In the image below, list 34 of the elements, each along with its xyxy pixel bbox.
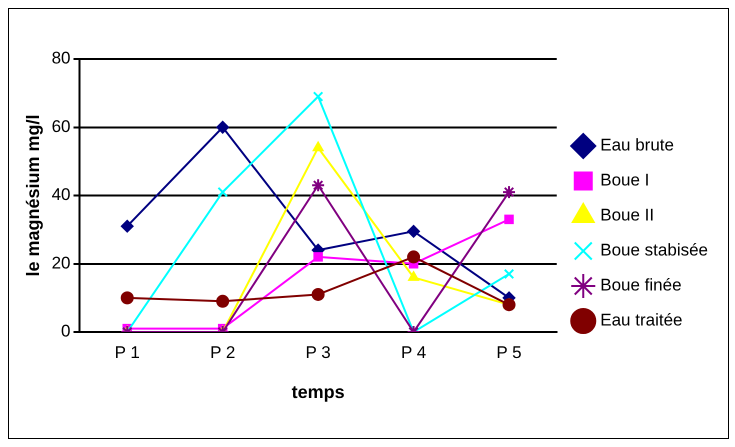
x-tick-label: P 3: [306, 342, 331, 362]
x-axis-title: temps: [292, 382, 345, 402]
y-tick-label: 40: [52, 185, 71, 204]
legend-label: Boue I: [600, 170, 650, 190]
point: [216, 120, 230, 134]
point: [502, 185, 516, 200]
point: [216, 294, 230, 308]
legend-label: Boue II: [600, 206, 654, 225]
x-tick-label: P 4: [400, 342, 426, 362]
legend-label: Eau brute: [600, 136, 674, 155]
point: [407, 224, 420, 238]
point: [312, 288, 325, 301]
y-tick-label: 0: [61, 322, 71, 341]
point: [217, 186, 228, 198]
legend-label: Eau traitée: [600, 310, 682, 330]
point: [120, 291, 134, 304]
y-tick-label: 80: [52, 48, 71, 68]
x-tick-label: P 5: [496, 342, 522, 362]
legend-label: Boue stabisée: [600, 240, 708, 260]
point: [312, 91, 324, 102]
point: [120, 220, 134, 233]
point: [504, 268, 514, 280]
point: [407, 250, 420, 264]
point: [313, 252, 323, 262]
x-tick-label: P 2: [210, 342, 236, 362]
y-tick-label: 60: [52, 116, 71, 136]
point: [502, 298, 516, 312]
x-tick-label: P 1: [114, 342, 140, 362]
point: [311, 178, 326, 192]
y-axis-title: le magnésium mg/l: [22, 114, 43, 277]
legend-label: Boue finée: [600, 276, 682, 295]
point: [408, 270, 420, 281]
point: [504, 214, 514, 224]
y-tick-label: 20: [52, 253, 71, 272]
